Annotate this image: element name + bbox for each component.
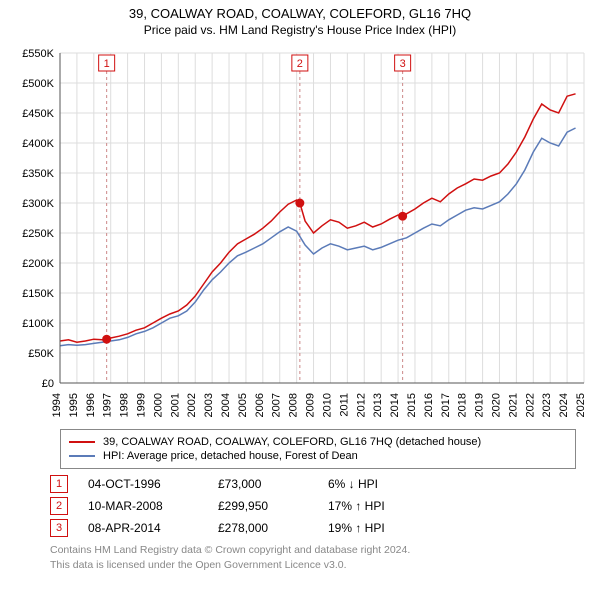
svg-text:2009: 2009 <box>305 393 317 417</box>
svg-text:1996: 1996 <box>85 393 97 417</box>
svg-text:£550K: £550K <box>22 48 54 60</box>
legend: 39, COALWAY ROAD, COALWAY, COLEFORD, GL1… <box>60 429 576 469</box>
footer-line1: Contains HM Land Registry data © Crown c… <box>50 543 576 558</box>
legend-label-property: 39, COALWAY ROAD, COALWAY, COLEFORD, GL1… <box>103 436 481 448</box>
svg-text:1: 1 <box>104 58 110 70</box>
root: 39, COALWAY ROAD, COALWAY, COLEFORD, GL1… <box>0 6 600 572</box>
svg-text:2022: 2022 <box>524 393 536 417</box>
svg-text:2017: 2017 <box>440 393 452 417</box>
footer: Contains HM Land Registry data © Crown c… <box>50 543 576 572</box>
svg-text:2010: 2010 <box>321 393 333 417</box>
svg-text:2019: 2019 <box>474 393 486 417</box>
transaction-price: £278,000 <box>218 521 308 535</box>
svg-text:£350K: £350K <box>22 168 54 180</box>
chart-svg: £0 £50K £100K £150K £200K £250K £300K £350K £400… <box>0 43 600 423</box>
svg-text:1995: 1995 <box>68 393 80 417</box>
transaction-pct: 6% ↓ HPI <box>328 477 448 491</box>
legend-swatch-hpi <box>69 455 95 457</box>
transaction-marker-num: 3 <box>50 519 68 537</box>
transaction-pct: 19% ↑ HPI <box>328 521 448 535</box>
svg-text:1999: 1999 <box>136 393 148 417</box>
svg-text:2021: 2021 <box>507 393 519 417</box>
svg-text:2011: 2011 <box>338 393 350 417</box>
svg-text:2007: 2007 <box>271 393 283 417</box>
legend-row-hpi: HPI: Average price, detached house, Fore… <box>69 450 567 462</box>
transaction-date: 10-MAR-2008 <box>88 499 198 513</box>
svg-text:£300K: £300K <box>22 198 54 210</box>
svg-text:£100K: £100K <box>22 318 54 330</box>
transaction-row: 3 08-APR-2014 £278,000 19% ↑ HPI <box>50 519 576 537</box>
svg-text:£400K: £400K <box>22 138 54 150</box>
legend-row-property: 39, COALWAY ROAD, COALWAY, COLEFORD, GL1… <box>69 436 567 448</box>
legend-swatch-property <box>69 441 95 443</box>
svg-text:£200K: £200K <box>22 258 54 270</box>
transaction-marker-num: 1 <box>50 475 68 493</box>
transaction-date: 04-OCT-1996 <box>88 477 198 491</box>
svg-text:2020: 2020 <box>490 393 502 417</box>
svg-text:1994: 1994 <box>51 393 63 417</box>
legend-label-hpi: HPI: Average price, detached house, Fore… <box>103 450 358 462</box>
svg-text:2000: 2000 <box>152 393 164 417</box>
svg-text:2014: 2014 <box>389 393 401 417</box>
transaction-price: £73,000 <box>218 477 308 491</box>
svg-text:2023: 2023 <box>541 393 553 417</box>
svg-text:2012: 2012 <box>355 393 367 417</box>
chart-title: 39, COALWAY ROAD, COALWAY, COLEFORD, GL1… <box>0 6 600 21</box>
svg-text:2025: 2025 <box>575 393 587 417</box>
transaction-row: 1 04-OCT-1996 £73,000 6% ↓ HPI <box>50 475 576 493</box>
svg-text:£150K: £150K <box>22 288 54 300</box>
transaction-pct: 17% ↑ HPI <box>328 499 448 513</box>
transaction-marker-num: 2 <box>50 497 68 515</box>
svg-text:2018: 2018 <box>457 393 469 417</box>
svg-text:2: 2 <box>297 58 303 70</box>
svg-text:2013: 2013 <box>372 393 384 417</box>
svg-text:£450K: £450K <box>22 108 54 120</box>
svg-text:2024: 2024 <box>558 393 570 417</box>
footer-line2: This data is licensed under the Open Gov… <box>50 558 576 573</box>
svg-text:2002: 2002 <box>186 393 198 417</box>
svg-text:2003: 2003 <box>203 393 215 417</box>
svg-text:1998: 1998 <box>119 393 131 417</box>
transaction-date: 08-APR-2014 <box>88 521 198 535</box>
svg-text:1997: 1997 <box>102 393 114 417</box>
svg-text:2006: 2006 <box>254 393 266 417</box>
svg-text:2016: 2016 <box>423 393 435 417</box>
transaction-price: £299,950 <box>218 499 308 513</box>
svg-text:£250K: £250K <box>22 228 54 240</box>
svg-text:£0: £0 <box>42 378 54 390</box>
svg-text:£50K: £50K <box>28 348 54 360</box>
svg-text:2001: 2001 <box>169 393 181 417</box>
svg-text:3: 3 <box>400 58 406 70</box>
svg-text:£500K: £500K <box>22 78 54 90</box>
chart-area: £0 £50K £100K £150K £200K £250K £300K £350K £400… <box>0 43 600 423</box>
svg-text:2015: 2015 <box>406 393 418 417</box>
chart-subtitle: Price paid vs. HM Land Registry's House … <box>0 23 600 37</box>
svg-text:2004: 2004 <box>220 393 232 417</box>
transactions-table: 1 04-OCT-1996 £73,000 6% ↓ HPI 2 10-MAR-2008 £… <box>50 475 576 537</box>
transaction-row: 2 10-MAR-2008 £299,950 17% ↑ HPI <box>50 497 576 515</box>
svg-text:2005: 2005 <box>237 393 249 417</box>
svg-text:2008: 2008 <box>288 393 300 417</box>
